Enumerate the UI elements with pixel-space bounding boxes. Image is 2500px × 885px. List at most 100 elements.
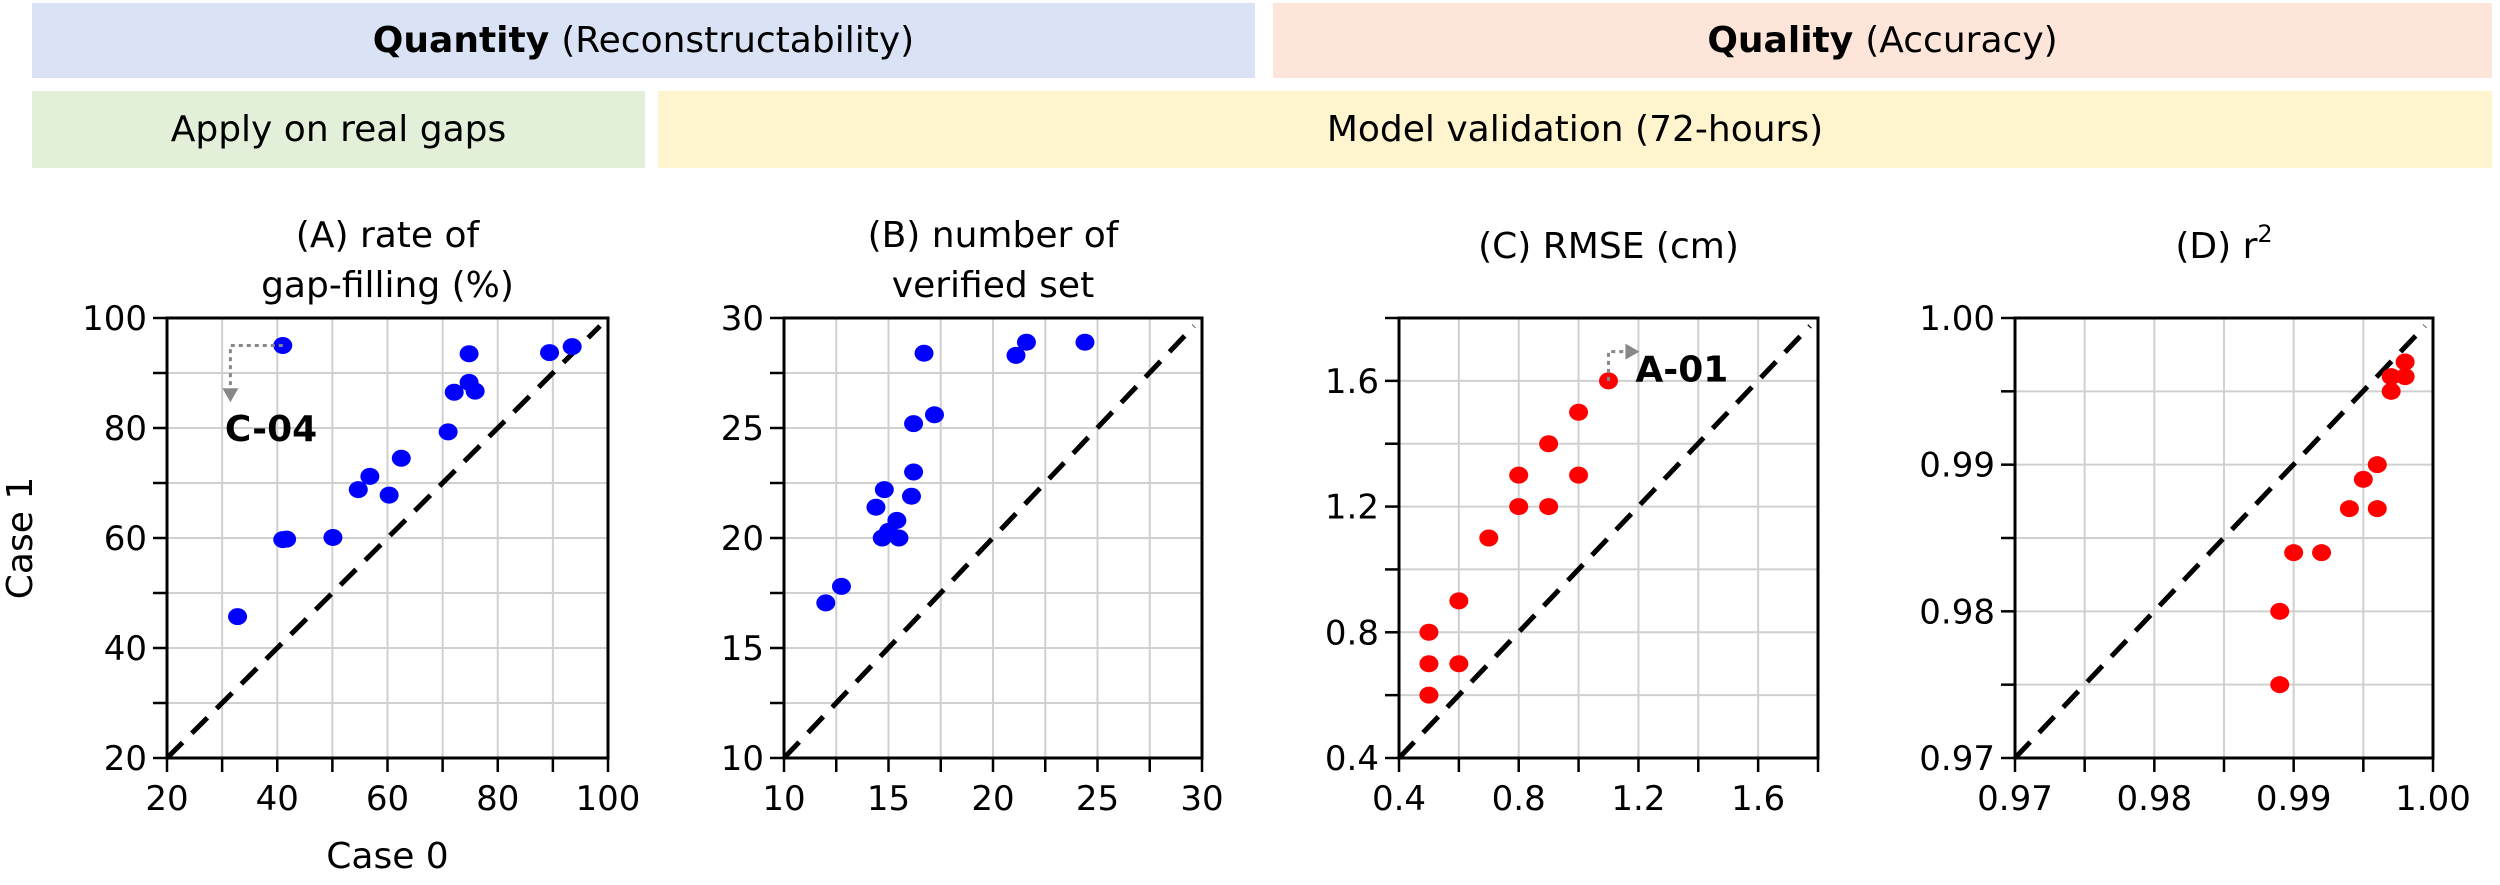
title-superscript: 2 xyxy=(2257,220,2272,248)
data-point xyxy=(1419,623,1439,641)
panel-title: (C) RMSE (cm) xyxy=(1478,226,1739,267)
data-point xyxy=(924,406,944,424)
identity-line xyxy=(165,324,602,760)
tick-label-y: 0.8 xyxy=(1325,613,1379,653)
data-point xyxy=(1449,592,1469,610)
data-point xyxy=(277,530,297,548)
header-quality-rest: (Accuracy) xyxy=(1865,20,2058,61)
tick-label-y: 100 xyxy=(82,299,147,339)
tick-label-x: 1.2 xyxy=(1611,779,1665,819)
data-point xyxy=(1419,686,1439,704)
panel-c: 0.40.4 0.8 0.8 1.2 1.2 1.6 1.6 A-01 (C) RMSE (cm… xyxy=(1325,226,1820,819)
data-point xyxy=(831,577,851,595)
data-point xyxy=(1016,333,1036,351)
data-point xyxy=(1569,466,1589,484)
panel-d: 0.970.97 0.98 0.98 0.99 0.99 1.00 1.00 (D) r2 xyxy=(1919,220,2471,819)
data-point xyxy=(348,481,368,499)
data-point xyxy=(228,608,248,626)
tick-label-y: 0.97 xyxy=(1919,739,1995,779)
data-point xyxy=(2395,353,2415,371)
annotation-arrow xyxy=(1607,350,1630,381)
tick-label-y: 30 xyxy=(721,299,764,339)
tick-label-x: 0.8 xyxy=(1492,779,1546,819)
data-point xyxy=(2270,676,2290,694)
tick-label-y: 0.99 xyxy=(1919,446,1995,486)
tick-label-x: 25 xyxy=(1076,779,1119,819)
tick-label-x: 0.4 xyxy=(1372,779,1426,819)
header-quality-bold: Quality xyxy=(1707,20,1854,61)
tick-label-x: 1.6 xyxy=(1731,779,1785,819)
tick-label-x: 0.99 xyxy=(2256,779,2332,819)
data-point xyxy=(901,487,921,505)
plot-frame xyxy=(1397,316,1820,760)
tick-label-y: 80 xyxy=(104,409,147,449)
tick-label-y: 0.4 xyxy=(1325,739,1379,779)
tick-label-x: 0.97 xyxy=(1977,779,2053,819)
tick-label-y: 60 xyxy=(104,519,147,559)
data-point xyxy=(1075,333,1095,351)
data-point xyxy=(2381,368,2401,386)
tick-label-y: 10 xyxy=(721,739,764,779)
data-point xyxy=(379,486,399,504)
data-point xyxy=(438,423,458,441)
tick-label-x: 80 xyxy=(476,779,519,819)
tick-label-y: 1.2 xyxy=(1325,488,1379,528)
data-point xyxy=(2284,544,2304,562)
plot-frame xyxy=(165,316,610,760)
header-validation: Model validation (72-hours) xyxy=(658,91,2492,168)
annotation-label: A-01 xyxy=(1635,349,1728,390)
data-point xyxy=(2381,382,2401,400)
header-real-gaps: Apply on real gaps xyxy=(32,91,645,168)
data-point xyxy=(1539,498,1559,516)
data-point xyxy=(889,529,909,547)
tick-label-y: 20 xyxy=(721,519,764,559)
tick-label-x: 15 xyxy=(867,779,910,819)
tick-label-x: 40 xyxy=(256,779,299,819)
data-point xyxy=(874,481,894,499)
annotation-arrow xyxy=(228,344,283,393)
header-quantity: Quantity (Reconstructability) xyxy=(32,3,1255,78)
data-point xyxy=(2270,602,2290,620)
data-point xyxy=(2312,544,2332,562)
tick-label-y: 40 xyxy=(104,629,147,669)
data-point xyxy=(562,338,582,356)
data-point xyxy=(1449,655,1469,673)
tick-label-y: 1.00 xyxy=(1919,299,1995,339)
tick-label-x: 60 xyxy=(366,779,409,819)
data-point xyxy=(914,344,934,362)
data-point xyxy=(1569,403,1589,421)
tick-label-x: 20 xyxy=(145,779,188,819)
data-point xyxy=(2367,500,2387,518)
data-point xyxy=(866,498,886,516)
y-axis-label: Case 1 xyxy=(0,477,41,599)
plot-frame xyxy=(782,316,1204,760)
data-point xyxy=(2395,368,2415,386)
annotation-label: C-04 xyxy=(225,409,317,450)
data-point xyxy=(323,528,343,546)
data-point xyxy=(1539,435,1559,453)
plot-frame xyxy=(2013,316,2435,760)
tick-label-x: 10 xyxy=(762,779,805,819)
x-axis-label: Case 0 xyxy=(326,836,448,877)
tick-label-y: 0.98 xyxy=(1919,592,1995,632)
tick-label-y: 25 xyxy=(721,409,764,449)
header-real-gaps-text: Apply on real gaps xyxy=(170,109,507,150)
arrow-head-icon xyxy=(222,388,239,403)
tick-label-y: 1.6 xyxy=(1325,362,1379,402)
data-point xyxy=(816,594,836,612)
header-validation-text: Model validation (72-hours) xyxy=(1326,109,1824,150)
identity-line xyxy=(2013,324,2427,760)
identity-line xyxy=(782,324,1196,760)
data-point xyxy=(444,383,464,401)
panel-title: (D) r2 xyxy=(2175,220,2272,267)
tick-label-x: 1.00 xyxy=(2395,779,2471,819)
data-point xyxy=(391,449,411,467)
data-point xyxy=(465,382,485,400)
data-point xyxy=(360,467,380,485)
data-point xyxy=(2353,470,2373,488)
identity-line xyxy=(1397,324,1812,760)
tick-label-y: 20 xyxy=(104,739,147,779)
data-point xyxy=(540,344,560,362)
